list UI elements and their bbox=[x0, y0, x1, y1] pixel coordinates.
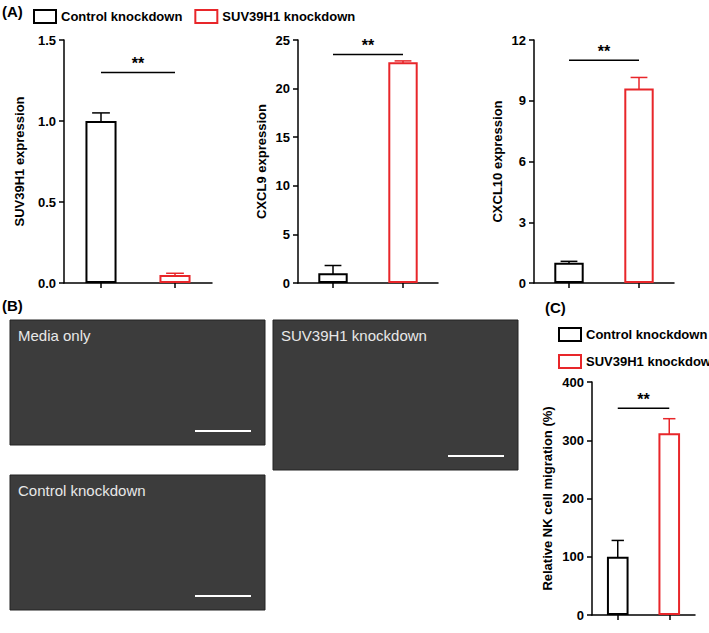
svg-text:15: 15 bbox=[276, 130, 290, 145]
svg-text:(B): (B) bbox=[2, 297, 23, 314]
svg-text:3: 3 bbox=[519, 215, 526, 230]
svg-text:5: 5 bbox=[283, 227, 290, 242]
svg-text:(A): (A) bbox=[2, 3, 23, 20]
svg-text:10: 10 bbox=[276, 178, 290, 193]
svg-text:0: 0 bbox=[283, 276, 290, 291]
svg-text:6: 6 bbox=[519, 154, 526, 169]
svg-text:Media only: Media only bbox=[18, 327, 91, 344]
svg-text:CXCL10 expression: CXCL10 expression bbox=[490, 100, 505, 222]
svg-text:Control knockdown: Control knockdown bbox=[61, 9, 182, 24]
svg-text:100: 100 bbox=[562, 549, 584, 564]
svg-text:1.0: 1.0 bbox=[38, 114, 56, 129]
svg-text:400: 400 bbox=[562, 375, 584, 390]
svg-text:(C): (C) bbox=[545, 299, 566, 316]
svg-text:0: 0 bbox=[577, 608, 584, 623]
svg-text:12: 12 bbox=[512, 33, 526, 48]
svg-text:Relative NK cell migration (%): Relative NK cell migration (%) bbox=[540, 406, 555, 590]
svg-text:Control knockdown: Control knockdown bbox=[586, 327, 707, 342]
svg-text:Control knockdown: Control knockdown bbox=[18, 482, 146, 499]
svg-text:9: 9 bbox=[519, 93, 526, 108]
svg-text:0.5: 0.5 bbox=[38, 195, 56, 210]
svg-text:300: 300 bbox=[562, 433, 584, 448]
svg-text:25: 25 bbox=[276, 33, 290, 48]
svg-text:0.0: 0.0 bbox=[38, 276, 56, 291]
svg-text:SUV39H1 expression: SUV39H1 expression bbox=[12, 96, 27, 226]
svg-text:SUV39H1 knockdown: SUV39H1 knockdown bbox=[281, 327, 427, 344]
svg-text:200: 200 bbox=[562, 491, 584, 506]
svg-text:SUV39H1 knockdown: SUV39H1 knockdown bbox=[222, 9, 355, 24]
svg-text:0: 0 bbox=[519, 276, 526, 291]
svg-text:CXCL9 expression: CXCL9 expression bbox=[254, 104, 269, 219]
svg-text:**: ** bbox=[132, 55, 145, 72]
svg-text:**: ** bbox=[637, 391, 650, 408]
svg-text:**: ** bbox=[598, 43, 611, 60]
svg-text:**: ** bbox=[362, 37, 375, 54]
svg-text:SUV39H1 knockdown: SUV39H1 knockdown bbox=[586, 354, 709, 369]
svg-text:1.5: 1.5 bbox=[38, 33, 56, 48]
svg-text:20: 20 bbox=[276, 81, 290, 96]
